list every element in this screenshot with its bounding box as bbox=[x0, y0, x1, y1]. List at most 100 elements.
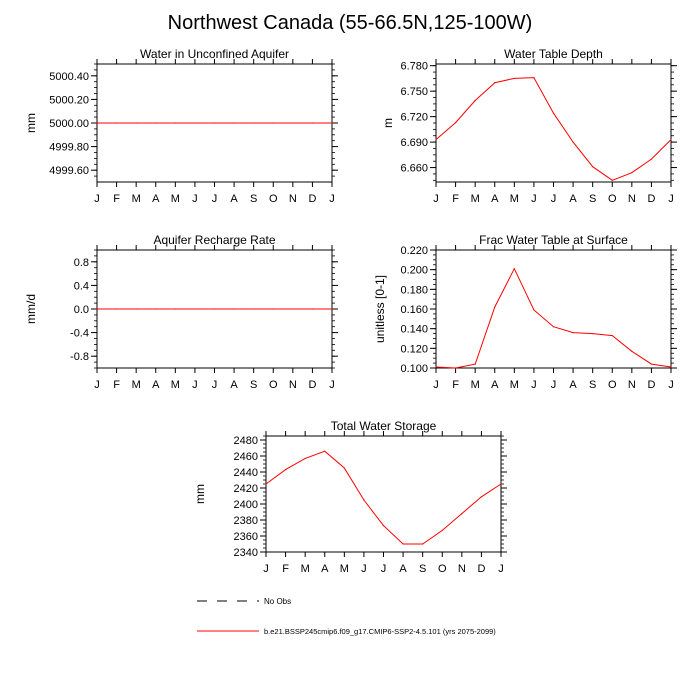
data-point bbox=[115, 122, 118, 124]
data-point bbox=[670, 366, 672, 368]
data-point bbox=[284, 469, 287, 471]
data-point bbox=[572, 332, 574, 334]
data-point bbox=[292, 308, 294, 310]
y-tick-label: 5000.20 bbox=[49, 94, 89, 106]
data-point bbox=[272, 308, 274, 310]
x-tick-label: A bbox=[152, 379, 160, 391]
data-point bbox=[253, 308, 255, 310]
data-point bbox=[324, 450, 326, 452]
x-tick-label: O bbox=[608, 193, 617, 205]
data-point bbox=[96, 308, 98, 310]
data-point bbox=[494, 82, 496, 84]
data-point bbox=[382, 525, 385, 527]
x-tick-label: J bbox=[212, 193, 218, 205]
data-point bbox=[155, 308, 157, 310]
y-tick-label: 0.8 bbox=[74, 257, 89, 269]
x-tick-label: S bbox=[419, 563, 426, 575]
x-tick-label: N bbox=[289, 193, 297, 205]
data-point bbox=[311, 308, 314, 310]
data-point bbox=[533, 309, 535, 311]
data-point bbox=[513, 77, 515, 80]
data-point bbox=[592, 166, 594, 168]
data-point bbox=[213, 122, 216, 124]
y-tick-label: 6.750 bbox=[400, 86, 428, 98]
x-tick-label: J bbox=[192, 379, 198, 391]
x-tick-label: N bbox=[458, 563, 466, 575]
data-point bbox=[454, 121, 457, 124]
y-tick-label: 2380 bbox=[234, 515, 258, 527]
x-tick-label: J bbox=[329, 379, 335, 391]
x-tick-label: M bbox=[471, 193, 480, 205]
x-tick-label: D bbox=[308, 193, 316, 205]
x-tick-label: J bbox=[668, 379, 674, 391]
x-tick-label: A bbox=[230, 193, 238, 205]
x-tick-label: A bbox=[152, 193, 160, 205]
data-point bbox=[461, 513, 463, 515]
x-tick-label: O bbox=[438, 563, 447, 575]
data-point bbox=[611, 179, 613, 181]
data-point bbox=[402, 543, 404, 545]
x-tick-label: J bbox=[433, 379, 439, 391]
x-tick-label: M bbox=[132, 193, 141, 205]
x-tick-label: J bbox=[381, 563, 387, 575]
y-tick-label: 5000.00 bbox=[49, 118, 89, 130]
x-tick-label: D bbox=[647, 379, 655, 391]
data-point bbox=[233, 308, 235, 310]
x-tick-label: J bbox=[433, 193, 439, 205]
chart-panel-frac-water-table: Frac Water Table at Surface unitless [0-1… bbox=[373, 233, 677, 391]
x-tick-label: M bbox=[132, 379, 141, 391]
y-tick-label: 0.120 bbox=[400, 343, 428, 355]
x-tick-label: N bbox=[628, 193, 636, 205]
chart-title: Frac Water Table at Surface bbox=[479, 233, 628, 247]
data-point bbox=[650, 158, 653, 160]
x-tick-label: F bbox=[452, 379, 459, 391]
y-axis-label: mm bbox=[24, 113, 38, 133]
data-point bbox=[572, 141, 574, 143]
chart-title: Water Table Depth bbox=[504, 47, 603, 61]
x-tick-label: S bbox=[589, 379, 596, 391]
y-tick-label: 2360 bbox=[234, 531, 258, 543]
x-tick-label: S bbox=[250, 379, 257, 391]
y-tick-label: 0.200 bbox=[400, 265, 428, 277]
x-tick-label: D bbox=[308, 379, 316, 391]
x-tick-label: A bbox=[491, 193, 499, 205]
data-point bbox=[474, 363, 476, 365]
data-point bbox=[292, 122, 294, 124]
x-tick-label: A bbox=[569, 193, 577, 205]
y-axis-label: mm bbox=[193, 484, 207, 504]
x-tick-label: J bbox=[551, 379, 557, 391]
x-tick-label: N bbox=[628, 379, 636, 391]
x-tick-label: F bbox=[113, 193, 120, 205]
data-point bbox=[155, 122, 157, 124]
figure-title: Northwest Canada (55-66.5N,125-100W) bbox=[167, 12, 533, 34]
x-tick-label: D bbox=[647, 193, 655, 205]
x-tick-label: O bbox=[608, 379, 617, 391]
x-tick-label: A bbox=[569, 379, 577, 391]
data-point bbox=[272, 122, 274, 124]
x-tick-label: J bbox=[531, 379, 537, 391]
data-point bbox=[552, 326, 555, 328]
data-point bbox=[265, 483, 267, 485]
y-tick-label: 4999.60 bbox=[49, 165, 89, 177]
data-point bbox=[115, 308, 118, 310]
data-point bbox=[194, 308, 196, 310]
y-tick-label: 0.160 bbox=[400, 304, 428, 316]
x-tick-label: S bbox=[250, 193, 257, 205]
y-tick-label: 2340 bbox=[234, 547, 258, 559]
y-tick-label: 0.180 bbox=[400, 284, 428, 296]
x-tick-label: O bbox=[269, 379, 278, 391]
data-point bbox=[474, 99, 476, 102]
x-tick-label: J bbox=[212, 379, 218, 391]
y-tick-label: 0.0 bbox=[74, 304, 89, 316]
x-tick-label: J bbox=[531, 193, 537, 205]
data-point bbox=[631, 172, 633, 174]
x-tick-label: J bbox=[668, 193, 674, 205]
x-tick-label: A bbox=[230, 379, 238, 391]
data-point bbox=[435, 138, 437, 141]
y-tick-label: 2420 bbox=[234, 483, 258, 495]
